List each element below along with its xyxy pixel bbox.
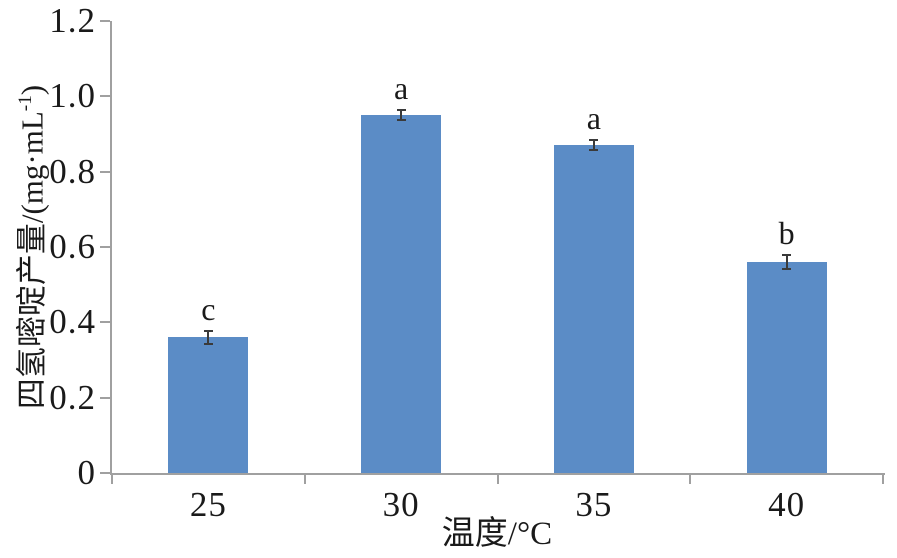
y-tick-label: 0.6 — [49, 227, 96, 266]
x-tick-mark — [689, 475, 692, 484]
significance-letter: a — [586, 100, 601, 137]
y-tick-mark — [100, 170, 110, 173]
y-tick-mark — [100, 396, 110, 399]
error-bar-cap-top — [203, 329, 213, 332]
y-tick-mark — [100, 20, 110, 22]
x-tick-mark — [303, 475, 306, 484]
significance-letter: b — [778, 214, 795, 251]
error-bar-cap-top — [782, 253, 792, 256]
error-bar-cap-bottom — [782, 268, 792, 271]
error-bar-stem — [400, 110, 403, 121]
x-tick-label: 40 — [768, 485, 806, 524]
x-axis-line — [110, 473, 885, 475]
x-axis-title: 温度/°C — [441, 516, 553, 552]
bar — [746, 262, 827, 473]
error-bar-stem — [207, 330, 210, 345]
x-tick-mark — [496, 475, 499, 484]
x-tick-mark — [111, 475, 113, 484]
x-tick-mark — [882, 475, 884, 484]
bar — [168, 337, 249, 473]
y-tick-mark — [100, 472, 110, 474]
error-bar-stem — [785, 254, 788, 270]
y-tick-label: 0 — [77, 453, 96, 492]
x-tick-label: 25 — [189, 485, 227, 524]
bar — [553, 145, 634, 473]
y-tick-label: 0.2 — [49, 377, 96, 417]
y-axis-line — [110, 21, 112, 475]
y-tick-label: 1.0 — [49, 76, 96, 116]
y-tick-mark — [100, 321, 110, 324]
error-bar-cap-bottom — [203, 343, 213, 346]
error-bar-cap-bottom — [589, 149, 599, 152]
error-bar-cap-top — [589, 139, 599, 142]
error-bar-cap-bottom — [396, 119, 406, 122]
error-bar-stem — [592, 140, 595, 151]
y-tick-label: 0.4 — [49, 302, 96, 342]
x-tick-label: 30 — [382, 485, 420, 524]
y-tick-mark — [100, 95, 110, 98]
significance-letter: c — [201, 290, 216, 327]
y-tick-label: 0.8 — [49, 151, 96, 191]
error-bar-cap-top — [396, 109, 406, 112]
significance-letter: a — [394, 70, 409, 107]
bar — [361, 115, 442, 473]
x-tick-label: 35 — [575, 485, 613, 524]
y-tick-mark — [100, 246, 110, 248]
y-tick-label: 1.2 — [49, 1, 96, 40]
